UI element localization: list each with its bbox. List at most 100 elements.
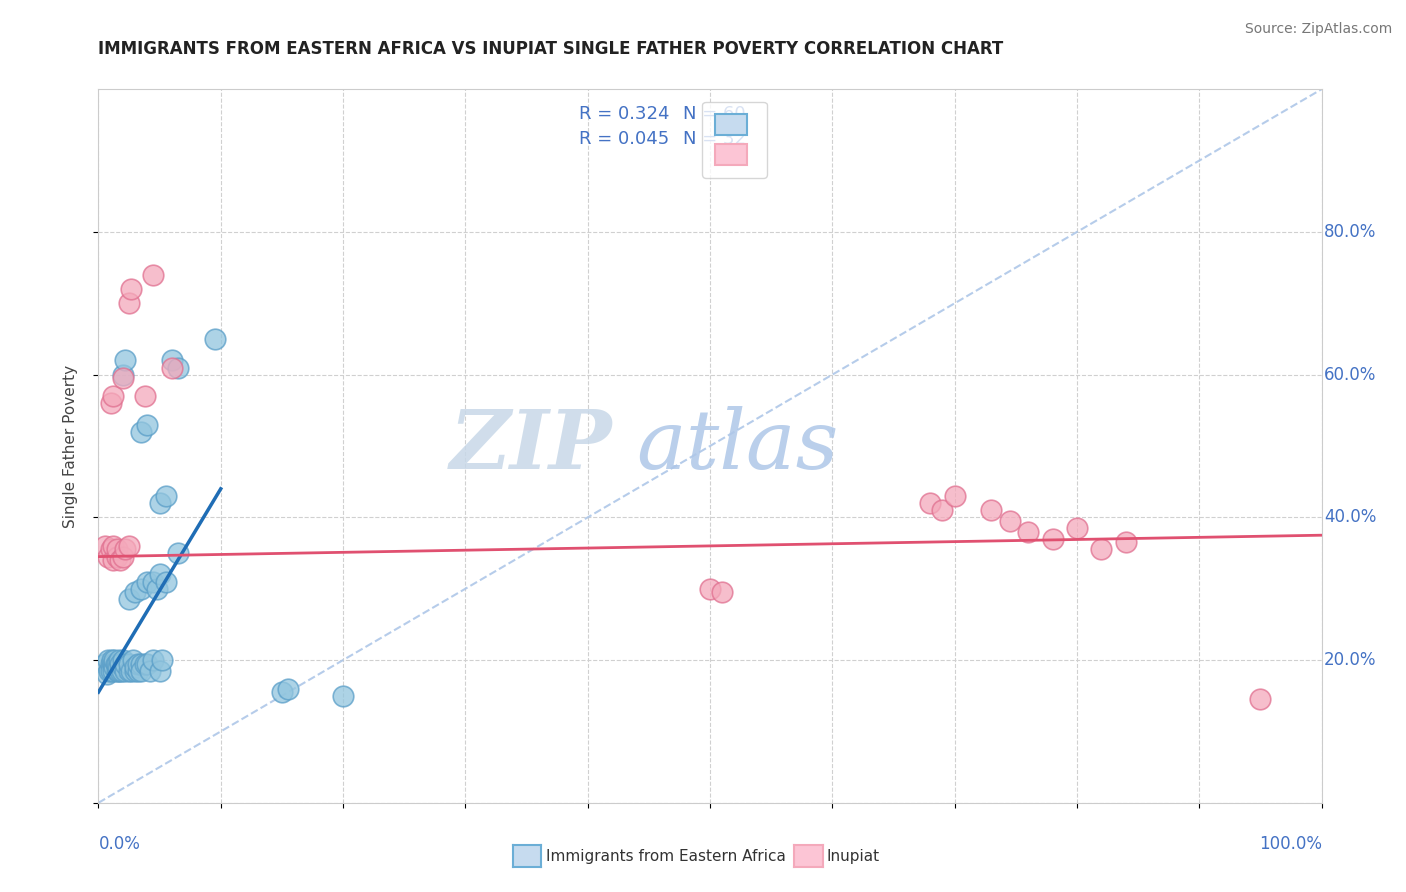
Point: [100, 542, 122, 557]
Text: Source: ZipAtlas.com: Source: ZipAtlas.com: [1244, 22, 1392, 37]
Point: [1115, 535, 1137, 549]
Point: [1249, 692, 1271, 706]
Text: 60.0%: 60.0%: [1324, 366, 1376, 384]
Point: [103, 660, 125, 674]
Text: 100.0%: 100.0%: [1258, 835, 1322, 853]
Point: [146, 582, 169, 596]
Point: [931, 503, 953, 517]
Point: [980, 503, 1002, 517]
Point: [103, 653, 125, 667]
Point: [93, 657, 115, 671]
Point: [1066, 521, 1088, 535]
Point: [332, 689, 354, 703]
Point: [142, 268, 165, 282]
Point: [111, 549, 134, 564]
Point: [160, 353, 183, 368]
Point: [155, 489, 177, 503]
Point: [100, 396, 122, 410]
Point: [114, 353, 136, 368]
Text: 20.0%: 20.0%: [1324, 651, 1376, 669]
Point: [101, 657, 124, 671]
Point: [111, 368, 134, 382]
Point: [1090, 542, 1112, 557]
Point: [101, 553, 124, 567]
Point: [136, 657, 159, 671]
Point: [101, 539, 124, 553]
Point: [136, 574, 159, 589]
Point: [129, 425, 152, 439]
Point: [108, 653, 131, 667]
Point: [121, 653, 143, 667]
Text: Inupiat: Inupiat: [827, 849, 880, 863]
Point: [111, 371, 134, 385]
Point: [139, 664, 162, 678]
Point: [711, 585, 734, 599]
Point: [136, 417, 159, 432]
Point: [101, 653, 124, 667]
Point: [134, 657, 156, 671]
Point: [118, 592, 141, 607]
Point: [111, 664, 134, 678]
Point: [149, 664, 172, 678]
Point: [105, 549, 128, 564]
Point: [160, 360, 183, 375]
Point: [100, 657, 122, 671]
Point: [118, 657, 141, 671]
Point: [118, 296, 141, 310]
Point: [998, 514, 1021, 528]
Point: [93, 539, 115, 553]
Point: [114, 657, 136, 671]
Point: [110, 553, 132, 567]
Point: [105, 664, 128, 678]
Point: [100, 664, 122, 678]
Point: [97, 549, 120, 564]
Point: [1042, 532, 1064, 546]
Point: [101, 664, 124, 678]
Point: [111, 660, 134, 674]
Point: [1017, 524, 1039, 539]
Point: [111, 653, 134, 667]
Text: atlas: atlas: [637, 406, 839, 486]
Point: [110, 664, 132, 678]
Point: [118, 539, 141, 553]
Point: [120, 282, 142, 296]
Point: [129, 582, 152, 596]
Point: [155, 574, 177, 589]
Text: 0.0%: 0.0%: [98, 835, 141, 853]
Point: [149, 496, 172, 510]
Point: [107, 664, 129, 678]
Point: [150, 653, 173, 667]
Point: [97, 653, 120, 667]
Point: [107, 660, 129, 674]
Point: [142, 574, 165, 589]
Point: [142, 653, 165, 667]
Text: 40.0%: 40.0%: [1324, 508, 1376, 526]
Point: [124, 585, 146, 599]
Point: [105, 657, 128, 671]
Point: [120, 664, 142, 678]
Text: R = 0.324: R = 0.324: [579, 105, 669, 123]
Point: [277, 681, 299, 696]
Point: [127, 664, 149, 678]
Y-axis label: Single Father Poverty: Single Father Poverty: [63, 365, 77, 527]
Point: [127, 657, 149, 671]
Point: [204, 332, 226, 346]
Point: [920, 496, 942, 510]
Point: [149, 567, 172, 582]
Point: [167, 360, 190, 375]
Point: [699, 582, 721, 596]
Text: Immigrants from Eastern Africa: Immigrants from Eastern Africa: [546, 849, 786, 863]
Point: [98, 664, 121, 678]
Text: N = 60: N = 60: [683, 105, 745, 123]
Point: [129, 664, 152, 678]
Point: [114, 664, 136, 678]
Text: N = 32: N = 32: [683, 130, 747, 148]
Point: [104, 657, 127, 671]
Point: [114, 542, 136, 557]
Legend: , : ,: [702, 102, 768, 178]
Point: [96, 667, 118, 681]
Text: ZIP: ZIP: [450, 406, 612, 486]
Point: [110, 657, 132, 671]
Point: [129, 657, 152, 671]
Point: [101, 389, 124, 403]
